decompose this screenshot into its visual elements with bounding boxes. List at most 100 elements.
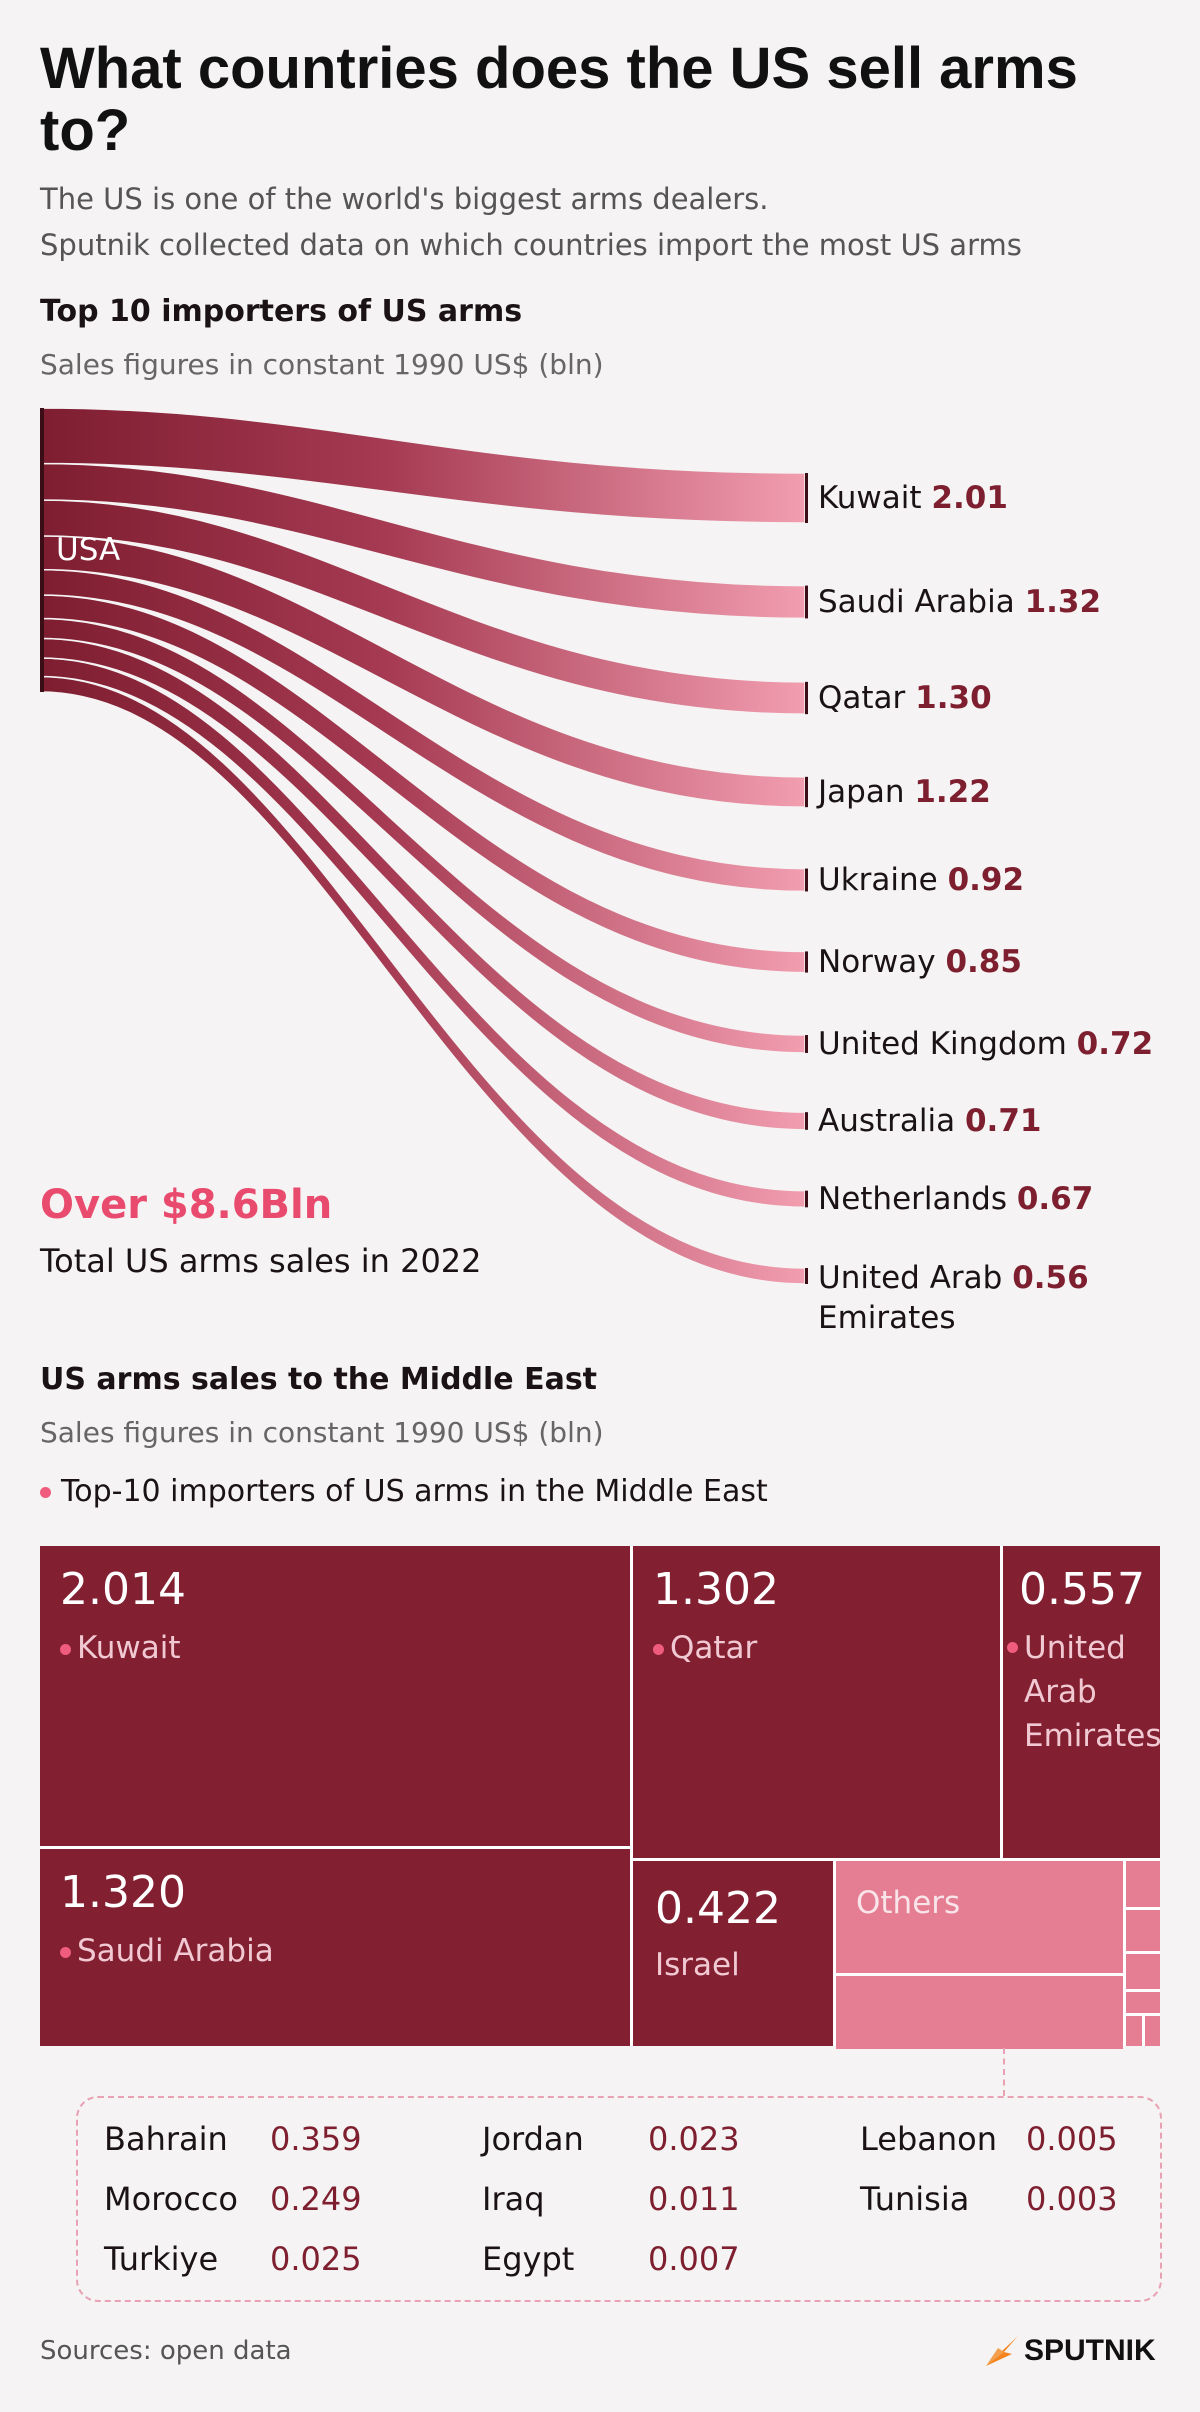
page-subtitle: The US is one of the world's biggest arm… [40,176,1180,268]
target-value: 2.01 [931,480,1008,516]
target-value: 1.22 [914,774,991,810]
others-country-value: 0.359 [270,2120,362,2158]
others-country-name: Turkiye [104,2240,219,2278]
target-value: 0.56 [1012,1260,1089,1296]
sankey-source-label: USA [56,532,120,568]
target-value: 0.85 [945,944,1022,980]
others-country-name: Lebanon [860,2120,998,2158]
treemap-subheading: Sales figures in constant 1990 US$ (bln) [40,1416,604,1449]
page-title: What countries does the US sell arms to? [40,36,1078,163]
target-name: Kuwait [818,480,932,516]
tile-name: Qatar [670,1630,758,1666]
tile-name: Kuwait [77,1630,181,1666]
dot-icon [60,1644,71,1655]
others-sub-morocco [836,1973,1123,2049]
sankey-target-label: Japan 1.22 [818,774,991,810]
others-country-value: 0.003 [1026,2180,1118,2218]
treemap-heading: US arms sales to the Middle East [40,1362,598,1397]
others-country-value: 0.005 [1026,2120,1118,2158]
tile-value: 1.320 [60,1867,186,1918]
sankey-target-label: Kuwait 2.01 [818,480,1008,516]
others-country-value: 0.023 [648,2120,740,2158]
others-connector [1003,2048,1005,2096]
dot-icon [1007,1642,1018,1653]
target-name: United Kingdom [818,1026,1077,1062]
others-country-value: 0.011 [648,2180,740,2218]
sankey-heading: Top 10 importers of US arms [40,294,523,329]
tile-name: Saudi Arabia [77,1933,274,1969]
sankey-target-bar [805,1035,808,1053]
sankey-target-bar [805,585,808,619]
brand-name: SPUTNIK [1024,2334,1156,2367]
others-country-value: 0.249 [270,2180,362,2218]
others-country-name: Bahrain [104,2120,228,2158]
sankey-target-bar [805,473,808,523]
target-name: Ukraine [818,862,948,898]
treemap-tile-others: Others [836,1861,1160,2049]
target-name: Netherlands [818,1181,1017,1217]
sankey-target-label: Australia 0.71 [818,1103,1041,1139]
treemap-tile-saudi-arabia: 1.320 Saudi Arabia [40,1849,630,2046]
others-breakdown: Bahrain 0.359 Morocco 0.249 Turkiye 0.025 Jord… [76,2096,1162,2302]
others-label: Others [856,1885,961,1921]
target-name: United Arab [818,1260,1013,1296]
sankey-target-bar [805,868,808,892]
subtitle-line-1: The US is one of the world's biggest arm… [40,182,769,216]
others-country-name: Iraq [482,2180,545,2218]
dot-icon [653,1644,664,1655]
tile-value: 1.302 [653,1564,779,1615]
treemap-legend: Top-10 importers of US arms in the Middl… [40,1474,768,1509]
treemap-tile-uae: 0.557 United Arab Emirates [1003,1546,1162,1858]
others-country-name: Morocco [104,2180,238,2218]
target-name: Saudi Arabia [818,584,1025,620]
sankey-flow-netherlands [39,657,806,1209]
sankey-target-bars [805,473,808,1284]
treemap-tile-israel: 0.422 Israel [633,1861,833,2046]
sankey-target-bar [805,776,808,808]
others-sub-bahrain [836,1861,1123,1970]
sputnik-logo-icon [986,2336,1018,2366]
tile-value: 2.014 [60,1564,186,1615]
sankey-target-label: Saudi Arabia 1.32 [818,584,1101,620]
sankey-target-bar [805,1268,808,1284]
others-country-value: 0.025 [270,2240,362,2278]
target-value: 0.71 [964,1103,1042,1139]
sankey-target-label: Norway 0.85 [818,944,1022,980]
source-note: Sources: open data [40,2336,292,2366]
sankey-flow-australia [39,637,806,1131]
target-name: Japan [818,774,915,810]
sankey-target-bar [805,1112,808,1130]
target-value: 0.67 [1016,1181,1094,1217]
tile-value: 0.422 [655,1883,781,1934]
brand-logo: SPUTNIK [984,2334,1156,2368]
target-value: 0.92 [947,862,1025,898]
target-value: 1.32 [1024,584,1102,620]
sankey-target-bar [805,1190,808,1208]
sankey-target-label: United Kingdom 0.72 [818,1026,1153,1062]
others-country-name: Tunisia [860,2180,970,2218]
treemap-tile-qatar: 1.302 Qatar [633,1546,1000,1858]
tile-value: 0.557 [1019,1564,1145,1615]
target-name: Qatar [818,680,916,716]
others-country-name: Egypt [482,2240,575,2278]
target-name: Australia [818,1103,965,1139]
tile-name: Israel [655,1947,740,1983]
subtitle-line-2: Sputnik collected data on which countrie… [40,228,1022,262]
target-value: 1.30 [915,680,992,716]
sankey-target-label: United Arab 0.56 Emirates [818,1258,1148,1338]
legend-label: Top-10 importers of US arms in the Middl… [61,1474,768,1509]
tile-name: United Arab Emirates [1024,1630,1162,1754]
sankey-flows [39,407,806,1285]
dot-icon [60,1947,71,1958]
sankey-chart: USA [39,407,808,1285]
sankey-subheading: Sales figures in constant 1990 US$ (bln) [40,348,604,381]
treemap-tile-kuwait: 2.014 Kuwait [40,1546,630,1846]
sankey-target-label: Qatar 1.30 [818,680,992,716]
sankey-source-bar [40,408,44,692]
target-value: 0.72 [1076,1026,1154,1062]
total-caption: Total US arms sales in 2022 [40,1242,482,1280]
others-country-value: 0.007 [648,2240,740,2278]
target-name: Norway [818,944,946,980]
total-value: Over $8.6Bln [40,1182,333,1228]
sankey-target-label: Netherlands 0.67 [818,1181,1093,1217]
